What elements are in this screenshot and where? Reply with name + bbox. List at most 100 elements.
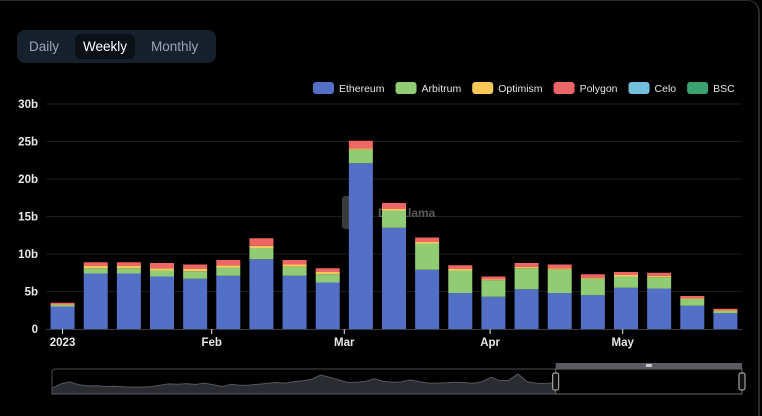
bar-segment-arbitrum[interactable] — [481, 280, 506, 297]
bar-stack[interactable] — [249, 238, 274, 329]
bar-segment-polygon[interactable] — [282, 260, 307, 265]
bar-segment-arbitrum[interactable] — [183, 271, 208, 279]
zoom-start-handle[interactable] — [552, 372, 560, 391]
bar-segment-ethereum[interactable] — [647, 288, 672, 330]
bar-stack[interactable] — [514, 263, 539, 329]
bar-stack[interactable] — [150, 263, 174, 329]
bar-segment-optimism[interactable] — [647, 275, 672, 278]
legend-item-arbitrum[interactable]: Arbitrum — [395, 82, 462, 95]
legend-item-polygon[interactable]: Polygon — [553, 82, 618, 95]
bar-segment-optimism[interactable] — [713, 310, 738, 311]
bar-segment-polygon[interactable] — [481, 276, 506, 280]
bar-segment-polygon[interactable] — [183, 264, 208, 270]
legend-item-celo[interactable]: Celo — [628, 82, 677, 95]
bar-segment-polygon[interactable] — [348, 140, 373, 149]
bar-segment-ethereum[interactable] — [116, 273, 141, 330]
zoom-end-handle[interactable] — [738, 372, 746, 391]
bar-segment-ethereum[interactable] — [448, 293, 473, 329]
bar-segment-arbitrum[interactable] — [647, 277, 672, 289]
bar-segment-polygon[interactable] — [448, 265, 473, 269]
bar-stack[interactable] — [50, 302, 75, 330]
bar-segment-polygon[interactable] — [514, 263, 539, 267]
toggle-daily[interactable]: Daily — [29, 39, 60, 54]
bar-segment-optimism[interactable] — [481, 279, 506, 281]
bar-stack[interactable] — [547, 264, 572, 330]
bar-segment-arbitrum[interactable] — [713, 311, 738, 314]
toggle-monthly[interactable]: Monthly — [151, 39, 199, 54]
bar-segment-arbitrum[interactable] — [249, 248, 274, 260]
bar-segment-polygon[interactable] — [315, 268, 340, 272]
bar-segment-ethereum[interactable] — [680, 305, 705, 329]
bar-segment-polygon[interactable] — [713, 308, 738, 311]
bar-segment-arbitrum[interactable] — [580, 278, 605, 296]
bar-segment-ethereum[interactable] — [282, 275, 307, 329]
bar-segment-ethereum[interactable] — [382, 227, 406, 329]
bar-segment-optimism[interactable] — [216, 265, 241, 268]
bar-segment-optimism[interactable] — [680, 298, 705, 299]
bar-stack[interactable] — [83, 262, 108, 330]
bar-stack[interactable] — [216, 260, 241, 329]
bar-segment-ethereum[interactable] — [183, 278, 208, 329]
bar-segment-arbitrum[interactable] — [50, 305, 75, 307]
bar-segment-optimism[interactable] — [249, 245, 274, 248]
bar-segment-arbitrum[interactable] — [282, 266, 307, 276]
bar-stack[interactable] — [282, 260, 307, 329]
bar-segment-optimism[interactable] — [614, 275, 638, 277]
bar-segment-arbitrum[interactable] — [514, 268, 539, 290]
bar-segment-ethereum[interactable] — [315, 282, 340, 330]
bar-segment-polygon[interactable] — [83, 262, 108, 266]
bar-stack[interactable] — [183, 264, 208, 330]
bar-segment-arbitrum[interactable] — [150, 270, 174, 277]
bar-stack[interactable] — [382, 203, 406, 329]
bar-segment-optimism[interactable] — [315, 272, 340, 275]
bar-segment-arbitrum[interactable] — [348, 149, 373, 164]
bar-segment-polygon[interactable] — [580, 274, 605, 278]
bar-segment-arbitrum[interactable] — [547, 269, 572, 293]
bar-segment-ethereum[interactable] — [83, 273, 108, 330]
bar-stack[interactable] — [348, 140, 373, 329]
bar-segment-arbitrum[interactable] — [315, 274, 340, 283]
bar-segment-optimism[interactable] — [83, 266, 108, 269]
bar-stack[interactable] — [415, 237, 440, 330]
bar-segment-ethereum[interactable] — [50, 306, 75, 330]
bar-segment-ethereum[interactable] — [348, 163, 373, 329]
zoom-window[interactable] — [555, 368, 743, 395]
bar-segment-optimism[interactable] — [448, 269, 473, 271]
bar-segment-ethereum[interactable] — [249, 259, 274, 329]
bar-segment-optimism[interactable] — [382, 209, 406, 211]
bar-segment-polygon[interactable] — [647, 272, 672, 276]
legend-item-ethereum[interactable]: Ethereum — [313, 82, 385, 95]
bar-segment-polygon[interactable] — [547, 264, 572, 269]
bar-segment-optimism[interactable] — [150, 268, 174, 271]
bar-segment-ethereum[interactable] — [713, 313, 738, 329]
bar-stack[interactable] — [713, 308, 738, 329]
bar-segment-arbitrum[interactable] — [680, 299, 705, 306]
bar-stack[interactable] — [116, 262, 141, 330]
bar-segment-ethereum[interactable] — [547, 293, 572, 329]
bar-segment-polygon[interactable] — [415, 237, 440, 243]
bar-segment-optimism[interactable] — [282, 264, 307, 267]
bar-segment-arbitrum[interactable] — [216, 267, 241, 276]
bar-segment-ethereum[interactable] — [150, 276, 174, 330]
bar-segment-optimism[interactable] — [116, 266, 141, 269]
bar-segment-optimism[interactable] — [348, 148, 373, 150]
toggle-weekly[interactable]: Weekly — [75, 34, 136, 59]
bar-segment-arbitrum[interactable] — [382, 210, 406, 228]
bar-stack[interactable] — [680, 296, 705, 329]
bar-segment-polygon[interactable] — [680, 296, 705, 299]
bar-segment-polygon[interactable] — [216, 260, 241, 266]
bar-segment-polygon[interactable] — [116, 262, 141, 266]
bar-segment-optimism[interactable] — [415, 242, 440, 244]
bar-stack[interactable] — [315, 268, 340, 330]
bar-segment-polygon[interactable] — [150, 263, 174, 269]
bar-segment-optimism[interactable] — [514, 266, 539, 269]
bar-segment-ethereum[interactable] — [514, 289, 539, 329]
bar-segment-ethereum[interactable] — [580, 295, 605, 329]
bar-stack[interactable] — [614, 272, 638, 329]
bar-stack[interactable] — [647, 272, 672, 330]
bar-stack[interactable] — [448, 265, 473, 329]
bar-segment-polygon[interactable] — [614, 272, 638, 275]
bar-segment-arbitrum[interactable] — [614, 276, 638, 288]
legend-item-bsc[interactable]: BSC — [687, 82, 735, 95]
bar-segment-polygon[interactable] — [382, 203, 406, 209]
